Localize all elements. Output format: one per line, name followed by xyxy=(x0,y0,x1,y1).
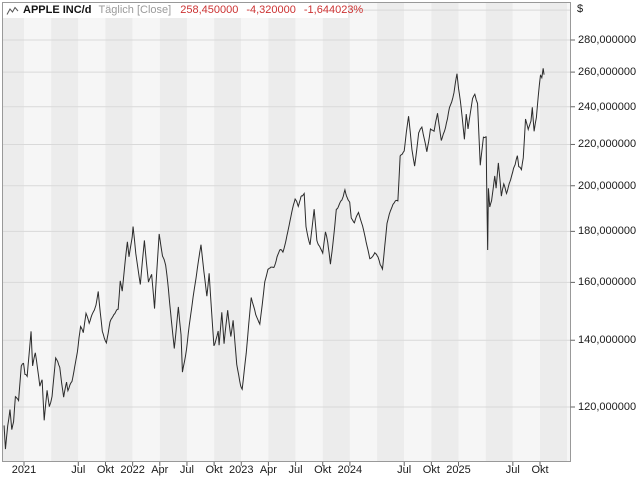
y-axis-label: 180,000000 xyxy=(578,225,637,238)
x-axis-label: Okt xyxy=(96,464,115,476)
y-axis-label: 200,000000 xyxy=(578,179,637,192)
y-axis-label: 120,000000 xyxy=(578,401,637,413)
quarter-band xyxy=(404,3,432,461)
quarter-band xyxy=(349,3,378,461)
line-chart-icon xyxy=(6,6,19,16)
y-axis-label: 160,000000 xyxy=(578,276,637,289)
x-axis-label: Jul xyxy=(397,464,412,476)
quarter-band xyxy=(322,3,350,461)
quarter-band xyxy=(78,3,106,461)
quarter-band xyxy=(431,3,459,461)
y-axis-label: 260,000000 xyxy=(578,66,637,79)
x-axis-label: Apr xyxy=(151,464,169,476)
symbol-label: APPLE INC/d xyxy=(23,4,92,16)
quarter-band xyxy=(241,3,269,461)
x-axis-label: 2021 xyxy=(11,464,37,476)
quarter-band xyxy=(24,3,52,461)
price-change: -4,320000 xyxy=(246,4,296,16)
quarter-band xyxy=(485,3,513,461)
quarter-band xyxy=(51,3,79,461)
x-axis-label: Jul xyxy=(288,464,303,476)
y-axis-label: 280,000000 xyxy=(578,34,637,46)
x-axis-label: Jul xyxy=(505,464,520,476)
y-axis-label: 220,000000 xyxy=(578,138,637,151)
quarter-band xyxy=(540,3,568,461)
x-axis-label: Okt xyxy=(314,464,332,476)
x-axis-label: Jul xyxy=(71,464,86,476)
price-change-percent: -1,644023% xyxy=(303,4,364,16)
quarter-band xyxy=(295,3,323,461)
quarter-band xyxy=(268,3,296,461)
x-axis-label: Okt xyxy=(205,464,223,476)
pane-border xyxy=(2,2,571,462)
quarter-band xyxy=(214,3,242,461)
quarter-band xyxy=(567,3,570,461)
quarter-band xyxy=(186,3,215,461)
x-axis-label: 2024 xyxy=(337,464,363,476)
x-axis-label: Apr xyxy=(259,464,277,476)
x-axis-label: 2023 xyxy=(229,464,254,476)
price-line-series xyxy=(3,68,545,450)
timeframe-label: Täglich [Close] xyxy=(98,4,172,16)
x-axis-label: Jul xyxy=(179,464,194,476)
x-axis-label: Okt xyxy=(531,464,549,476)
last-price: 258,450000 xyxy=(180,4,239,16)
quarter-band xyxy=(458,3,486,461)
quote-header: APPLE INC/d Täglich [Close] 258,450000 -… xyxy=(3,3,363,18)
axis-unit-label: $ xyxy=(577,3,584,15)
x-axis-label: 2022 xyxy=(120,464,145,476)
x-axis-label: 2025 xyxy=(446,464,471,476)
y-axis-label: 240,000000 xyxy=(578,100,637,113)
quarter-band xyxy=(3,3,24,461)
quarter-band xyxy=(105,3,133,461)
quarter-band xyxy=(159,3,187,461)
quarter-band xyxy=(377,3,405,461)
quarter-band xyxy=(132,3,160,461)
quarter-band xyxy=(512,3,540,461)
y-axis-label: 140,000000 xyxy=(578,334,637,347)
x-axis-label: Okt xyxy=(422,464,440,476)
